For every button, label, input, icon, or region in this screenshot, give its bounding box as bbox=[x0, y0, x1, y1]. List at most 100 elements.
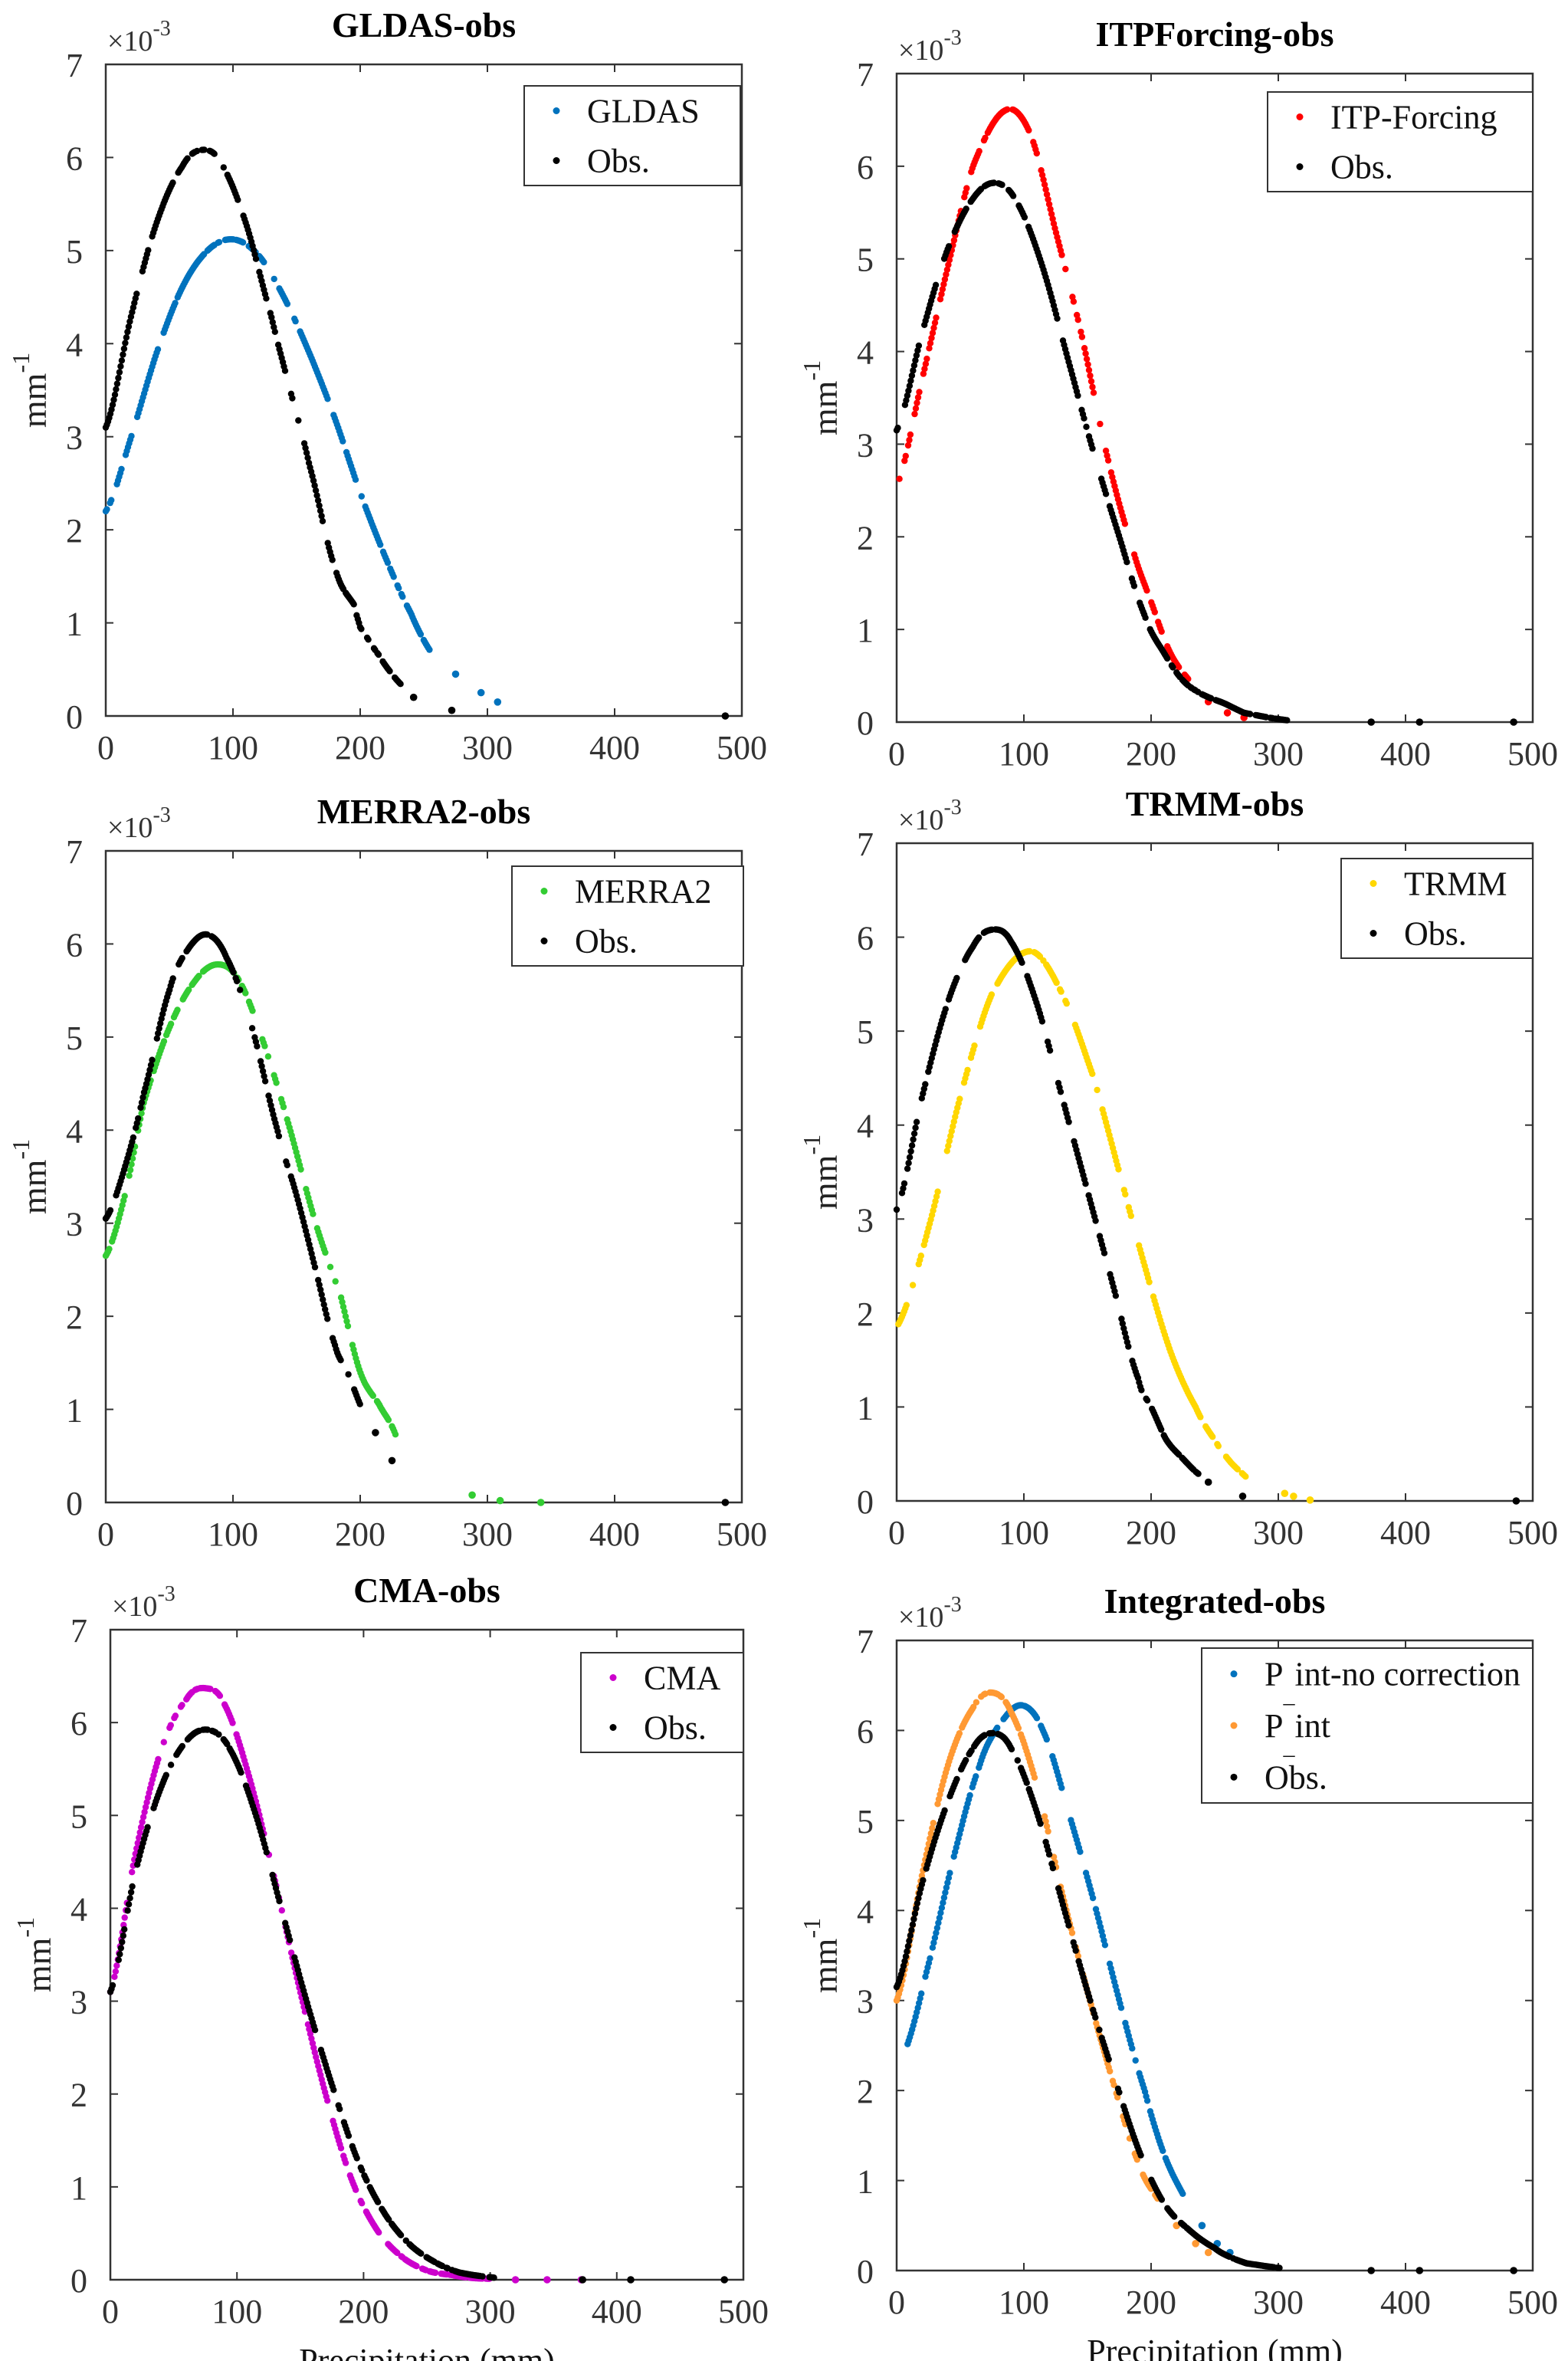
data-point bbox=[141, 1808, 148, 1816]
data-point bbox=[1042, 186, 1049, 193]
y-tick-label: 2 bbox=[857, 519, 874, 557]
data-point bbox=[310, 1210, 317, 1217]
data-point bbox=[1089, 445, 1096, 452]
data-point bbox=[966, 1791, 973, 1799]
y-tick-label: 4 bbox=[71, 1890, 87, 1928]
data-point bbox=[907, 431, 914, 438]
data-point bbox=[264, 1053, 272, 1060]
data-point bbox=[304, 455, 311, 461]
data-point bbox=[229, 1719, 236, 1726]
data-point bbox=[392, 1431, 399, 1438]
data-point bbox=[111, 1973, 118, 1980]
data-point bbox=[904, 442, 912, 449]
data-point bbox=[220, 164, 227, 171]
data-point bbox=[904, 1948, 910, 1955]
chart-title: TRMM-obs bbox=[1126, 784, 1304, 823]
x-tick-label: 400 bbox=[1380, 1514, 1431, 1552]
x-tick-label: 0 bbox=[888, 2284, 905, 2321]
data-point bbox=[448, 706, 456, 714]
data-point bbox=[929, 1824, 936, 1832]
data-point bbox=[942, 1889, 949, 1896]
data-point bbox=[1092, 2014, 1099, 2021]
data-point bbox=[1015, 1725, 1022, 1732]
data-point bbox=[113, 380, 121, 387]
data-point bbox=[490, 2274, 497, 2281]
data-point bbox=[124, 328, 131, 336]
data-point bbox=[358, 626, 365, 632]
data-point bbox=[1021, 214, 1028, 221]
data-point bbox=[215, 1731, 222, 1738]
legend-entry-obs: Obs. bbox=[1404, 915, 1467, 953]
data-point bbox=[322, 1249, 329, 1256]
data-point bbox=[320, 1296, 326, 1303]
data-point bbox=[1114, 2093, 1121, 2101]
data-point bbox=[1008, 1745, 1015, 1753]
data-point bbox=[468, 1491, 476, 1499]
data-point bbox=[115, 374, 122, 382]
data-point bbox=[906, 436, 913, 444]
data-point bbox=[918, 1990, 925, 1997]
data-point bbox=[1137, 2152, 1144, 2159]
data-point bbox=[479, 2273, 486, 2280]
data-point bbox=[929, 330, 937, 337]
y-tick-label: 1 bbox=[66, 606, 83, 643]
data-point bbox=[511, 2276, 520, 2284]
data-point bbox=[909, 1921, 917, 1928]
data-point bbox=[125, 1901, 133, 1908]
x-tick-label: 300 bbox=[1253, 2284, 1304, 2321]
chart-title: ITPForcing-obs bbox=[1096, 15, 1334, 54]
axes-frame bbox=[109, 1628, 745, 2281]
data-point bbox=[426, 646, 433, 653]
data-point bbox=[1238, 1492, 1247, 1500]
legend: CMA Obs. bbox=[580, 1652, 744, 1753]
panel-merra2: MERRA2-obs ×10-3 0 100 200 300 400 500 0 1 2 3 4 5 6 7 m… bbox=[7, 792, 767, 1553]
x-tick-label: 100 bbox=[212, 2293, 262, 2330]
data-point bbox=[940, 1900, 946, 1906]
data-point bbox=[216, 1693, 224, 1699]
x-tick-label: 200 bbox=[1126, 2284, 1176, 2321]
data-point bbox=[1102, 447, 1110, 455]
data-point bbox=[155, 1029, 162, 1037]
data-point bbox=[922, 1081, 929, 1088]
data-point bbox=[1117, 2005, 1125, 2011]
y-multiplier: ×10-3 bbox=[898, 1593, 962, 1634]
data-point bbox=[1121, 520, 1129, 527]
data-point bbox=[1107, 2067, 1114, 2075]
data-point bbox=[1065, 1922, 1072, 1929]
data-point bbox=[908, 1926, 915, 1933]
data-point bbox=[904, 1165, 911, 1172]
axes-frame bbox=[895, 1639, 1534, 2272]
data-point bbox=[945, 1874, 953, 1881]
legend-marker bbox=[540, 938, 548, 944]
data-point bbox=[155, 1755, 162, 1763]
data-point bbox=[162, 1772, 169, 1778]
axes-frame bbox=[895, 72, 1534, 724]
data-point bbox=[117, 1945, 124, 1952]
data-point bbox=[193, 147, 201, 155]
data-point bbox=[169, 975, 176, 982]
legend-entry-gldas: GLDAS bbox=[587, 93, 700, 130]
data-point bbox=[909, 1282, 917, 1289]
data-point bbox=[916, 389, 923, 396]
data-point bbox=[273, 1079, 280, 1086]
data-point bbox=[905, 1160, 912, 1167]
data-point bbox=[115, 1956, 122, 1963]
data-point bbox=[912, 405, 920, 412]
data-point bbox=[1019, 959, 1025, 967]
data-point bbox=[117, 363, 124, 370]
data-point bbox=[928, 334, 935, 342]
panel-integrated: Integrated-obs ×10-3 0 100 200 300 400 500 0 1 2 3 4… bbox=[798, 1581, 1558, 2361]
y-multiplier: ×10-3 bbox=[898, 796, 962, 836]
data-point bbox=[1124, 559, 1130, 566]
y-tick-label: 5 bbox=[857, 1013, 874, 1051]
data-point bbox=[1043, 1823, 1051, 1830]
data-point bbox=[1040, 176, 1047, 183]
data-point bbox=[139, 1814, 147, 1821]
data-point bbox=[900, 1185, 907, 1192]
data-point bbox=[911, 410, 918, 418]
legend: TRMM Obs. bbox=[1340, 858, 1534, 959]
data-point bbox=[1179, 2190, 1186, 2197]
data-point bbox=[1049, 1864, 1057, 1872]
y-tick-label: 3 bbox=[857, 1201, 874, 1239]
